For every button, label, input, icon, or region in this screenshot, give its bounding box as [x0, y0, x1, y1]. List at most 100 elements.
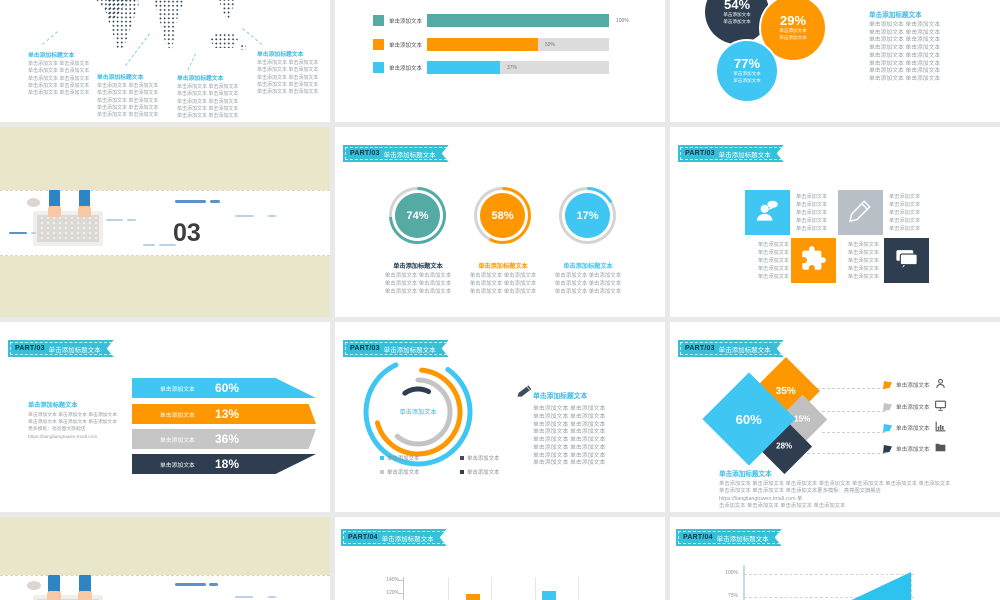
flag-marker — [883, 381, 892, 389]
slide-ribbon: PART/03 单击添加标题文本 — [678, 340, 784, 357]
area-chart-slide: PART/04 单击添加标题文本 100% 75% — [670, 517, 1000, 600]
decor-dash — [175, 200, 206, 203]
chart-bar-cyan — [542, 591, 556, 600]
map-callout: 单击添加标题文本 单击添加文本 单击添加文本 单击添加文本 单击添加文本 单击添… — [28, 50, 92, 97]
world-map-dots — [104, 0, 139, 48]
folder-icon — [934, 441, 947, 459]
decor-dash — [159, 244, 176, 246]
tile-text: 单击添加文本 单击添加文本 单击添加文本 单击添加文本 单击添加文本 — [757, 242, 789, 281]
gridline — [535, 577, 536, 600]
ribbon-title: 单击添加标题文本 — [383, 151, 436, 159]
decor-dash — [143, 244, 155, 246]
hbar-row: 单击添加文本 100% — [335, 14, 665, 27]
slide-thumb-section-next[interactable] — [0, 517, 330, 600]
block-title: 单击添加标题文本 — [28, 402, 78, 409]
world-map-slide: 单击添加标题文本 单击添加文本 单击添加文本 单击添加文本 单击添加文本 单击添… — [0, 0, 330, 122]
donut-text-col: 单击添加标题文本 单击添加文本 单击添加文本 单击添加文本 单击添加文本 单击添… — [384, 263, 452, 295]
sleeve-illustration — [79, 575, 91, 592]
legend-item: 单击添加文本 — [380, 454, 419, 462]
hbar-track — [427, 61, 609, 74]
legend-item: 单击添加文本 — [883, 403, 930, 411]
leader-line — [812, 388, 885, 389]
slide-thumb-bar-chart[interactable]: PART/04 单击添加标题文本 140% 120% — [335, 517, 665, 600]
hand-illustration — [48, 206, 61, 217]
decor-dash — [209, 583, 218, 586]
arc-slide: PART/03 单击添加标题文本 单击添加文本 单击添加文本 单击添加文本 单击… — [335, 322, 665, 512]
arrow-bar-slide: PART/03 单击添加标题文本 单击添加标题文本 单击添加文本 单击添加文本 … — [0, 322, 330, 512]
callout-connector — [125, 33, 150, 66]
slide-thumb-diamonds[interactable]: PART/03 单击添加标题文本 35% 15% 28% 60% 单击添加文本 … — [670, 322, 1000, 512]
part-label: PART/03 — [685, 345, 715, 352]
y-tick-mark — [399, 593, 403, 594]
decor-dash — [235, 215, 254, 217]
hbar-fill — [427, 14, 609, 27]
decor-dash — [268, 596, 276, 598]
callout-title: 单击添加标题文本 — [28, 53, 75, 59]
hbar-slide: 单击添加文本 100% 单击添加文本 59% 单击添加文本 37% — [335, 0, 665, 122]
monitor-icon — [934, 399, 947, 417]
hbar-fill — [427, 38, 539, 51]
hbar-label: 单击添加文本 — [389, 19, 423, 25]
world-map-dots — [240, 44, 246, 50]
callout-title: 单击添加标题文本 — [177, 76, 224, 82]
decor-dash — [9, 232, 27, 234]
hand-illustration — [47, 591, 61, 600]
block-title: 单击添加标题文本 — [533, 393, 588, 400]
gridline — [491, 577, 492, 600]
slide-ribbon: PART/03 单击添加标题文本 — [8, 340, 114, 357]
callout-connector — [42, 31, 58, 45]
flag-marker — [883, 403, 892, 411]
arrow-bar-navy: 单击添加文本 18% — [132, 454, 316, 474]
slide-thumb-donuts[interactable]: PART/03 单击添加标题文本 74% 58% 17% 单击添加标题文本 单击… — [335, 127, 665, 317]
keyboard-illustration — [33, 211, 103, 246]
part-label: PART/03 — [685, 150, 715, 157]
gridline-100 — [744, 574, 914, 575]
leader-line — [807, 453, 885, 454]
arrow-bar-gray: 单击添加文本 36% — [132, 429, 316, 449]
ribbon-title: 单击添加标题文本 — [381, 535, 434, 543]
person-chat-icon — [754, 197, 781, 229]
section-slide — [0, 517, 330, 600]
slide-thumb-section-03[interactable]: 03 — [0, 127, 330, 317]
slide-thumb-world-map[interactable]: 单击添加标题文本 单击添加文本 单击添加文本 单击添加文本 单击添加文本 单击添… — [0, 0, 330, 122]
legend-item: 单击添加文本 — [380, 468, 419, 476]
decor-dash — [210, 200, 220, 203]
map-callout: 单击添加标题文本 单击添加文本 单击添加文本 单击添加文本 单击添加文本 单击添… — [97, 72, 161, 119]
legend-item: 单击添加文本 — [460, 454, 499, 462]
legend-swatch — [373, 15, 384, 26]
slide-thumb-arcs[interactable]: PART/03 单击添加标题文本 单击添加文本 单击添加文本 单击添加文本 单击… — [335, 322, 665, 512]
y-axis — [403, 577, 404, 600]
diamond-slide: PART/03 单击添加标题文本 35% 15% 28% 60% 单击添加文本 … — [670, 322, 1000, 512]
slide-thumb-horizontal-bars[interactable]: 单击添加文本 100% 单击添加文本 59% 单击添加文本 37% — [335, 0, 665, 122]
slide-thumb-bubbles[interactable]: 54% 单击添加文本 单击添加文本 29% 单击添加文本 单击添加文本 77% … — [670, 0, 1000, 122]
decor-dash — [106, 219, 123, 221]
map-callout: 单击添加标题文本 单击添加文本 单击添加文本 单击添加文本 单击添加文本 单击添… — [177, 73, 241, 120]
side-text-block: 单击添加标题文本 单击添加文本 单击添加文本 单击添加文本 单击添加文本 单击添… — [533, 390, 653, 468]
hbar-value: 59% — [545, 42, 556, 48]
tile-text: 单击添加文本 单击添加文本 单击添加文本 单击添加文本 单击添加文本 — [889, 194, 921, 233]
leader-line — [822, 432, 885, 433]
ribbon-title: 单击添加标题文本 — [718, 346, 771, 354]
hbar-label: 单击添加文本 — [389, 43, 423, 49]
legend-swatch — [460, 456, 464, 460]
legend-swatch — [380, 456, 384, 460]
slide-thumb-icon-grid[interactable]: PART/03 单击添加标题文本 单击添加文本 单击添加文本 单击添加文本 单击添加文… — [670, 127, 1000, 317]
gridline — [578, 577, 579, 600]
callout-title: 单击添加标题文本 — [97, 75, 144, 81]
hand-illustration — [78, 591, 92, 600]
footer-more: 更多模板：亮亮图文旗舰店 — [28, 427, 86, 433]
legend-item: 单击添加文本 — [883, 424, 930, 432]
tile-gray — [838, 190, 883, 235]
chart-icon — [934, 420, 947, 438]
slide-thumb-arrow-bars[interactable]: PART/03 单击添加标题文本 单击添加标题文本 单击添加文本 单击添加文本 … — [0, 322, 330, 512]
hand-illustration — [78, 206, 91, 217]
callout-connector — [187, 53, 196, 71]
slide-thumb-area-chart[interactable]: PART/04 单击添加标题文本 100% 75% — [670, 517, 1000, 600]
callout-title: 单击添加标题文本 — [257, 52, 304, 58]
y-tick: 75% — [727, 593, 738, 599]
flag-marker — [883, 424, 892, 432]
world-map-dots — [193, 0, 259, 23]
section-slide: 03 — [0, 127, 330, 317]
tile-text: 单击添加文本 单击添加文本 单击添加文本 单击添加文本 单击添加文本 — [847, 242, 879, 281]
block-title: 单击添加标题文本 — [719, 471, 772, 478]
